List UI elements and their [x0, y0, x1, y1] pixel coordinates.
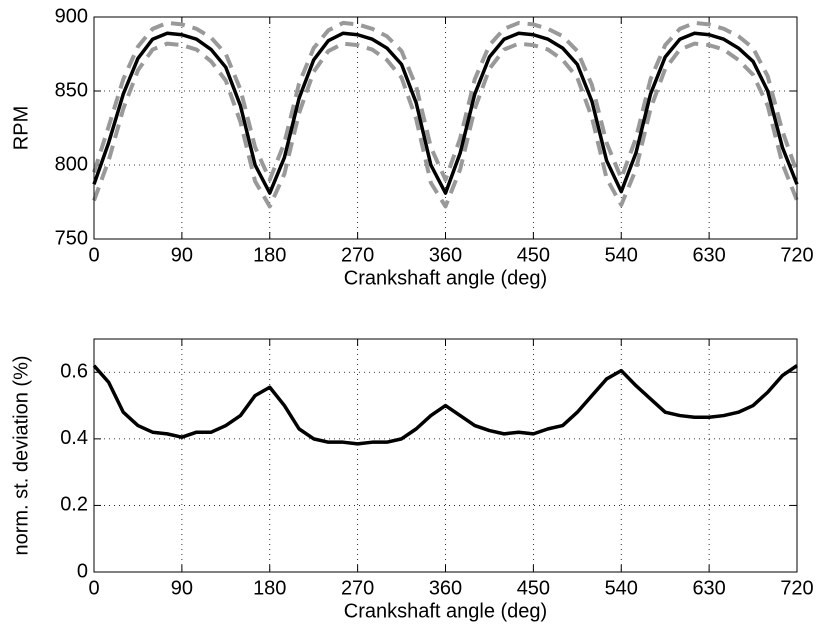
x-tick-label: 450 — [517, 577, 550, 599]
x-tick-label: 180 — [253, 577, 286, 599]
axes-frame — [93, 338, 798, 573]
x-tick-label: 720 — [780, 244, 813, 266]
y-axis-label: RPM — [10, 106, 32, 150]
x-tick-label: 630 — [692, 244, 725, 266]
y-tick-label: 0.6 — [60, 361, 88, 383]
y-tick-label: 850 — [55, 79, 88, 101]
x-tick-label: 90 — [171, 577, 193, 599]
x-tick-label: 360 — [429, 577, 462, 599]
x-tick-label: 0 — [88, 577, 99, 599]
x-tick-label: 180 — [253, 244, 286, 266]
x-tick-label: 540 — [605, 577, 638, 599]
y-tick-label: 0 — [77, 560, 88, 582]
y-tick-label: 750 — [55, 227, 88, 249]
x-tick-label: 270 — [341, 244, 374, 266]
data-line — [92, 31, 799, 195]
y-tick-label: 0.2 — [60, 494, 88, 516]
x-tick-label: 720 — [780, 577, 813, 599]
data-line — [92, 41, 799, 209]
x-tick-label: 450 — [517, 244, 550, 266]
x-tick-label: 0 — [88, 244, 99, 266]
plot-area — [94, 339, 797, 572]
y-tick-label: 800 — [55, 153, 88, 175]
x-tick-label: 270 — [341, 577, 374, 599]
x-tick-label: 360 — [429, 244, 462, 266]
data-line — [92, 364, 798, 446]
y-axis-label: norm. st. deviation (%) — [10, 355, 32, 555]
x-tick-label: 630 — [692, 577, 725, 599]
data-line — [92, 20, 799, 182]
x-axis-label: Crankshaft angle (deg) — [344, 267, 547, 289]
y-tick-label: 0.4 — [60, 427, 88, 449]
axes-frame — [93, 16, 798, 240]
x-axis-label: Crankshaft angle (deg) — [344, 600, 547, 622]
y-tick-label: 900 — [55, 5, 88, 27]
x-tick-label: 540 — [605, 244, 638, 266]
x-tick-label: 90 — [171, 244, 193, 266]
